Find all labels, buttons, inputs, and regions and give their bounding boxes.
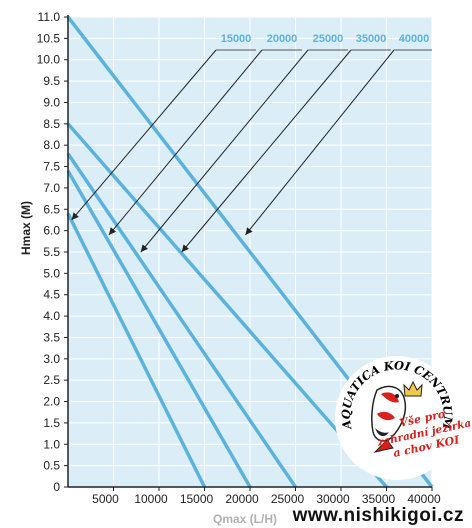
y-tick-label: 7.5 bbox=[43, 160, 60, 174]
y-axis-title: Hmax (M) bbox=[19, 201, 33, 255]
axes bbox=[64, 15, 433, 491]
website-url: www.nishikigoi.cz bbox=[292, 505, 464, 526]
x-tick-label: 35000 bbox=[362, 492, 396, 506]
y-tick-label: 1.0 bbox=[43, 437, 60, 451]
y-tick-label: 5.0 bbox=[43, 266, 60, 280]
y-tick-label: 3.0 bbox=[43, 352, 60, 366]
y-tick-label: 6.5 bbox=[43, 202, 60, 216]
x-tick-label: 15000 bbox=[180, 492, 214, 506]
y-tick-label: 1.5 bbox=[43, 416, 60, 430]
series-label-25000: 25000 bbox=[313, 33, 344, 45]
crown-icon bbox=[403, 380, 423, 397]
leader-arrow-line bbox=[108, 49, 263, 236]
y-tick-label: 5.5 bbox=[43, 245, 60, 259]
y-tick-label: 0.5 bbox=[43, 459, 60, 473]
y-tick-label: 8.5 bbox=[43, 117, 60, 131]
x-tick-label: 10000 bbox=[134, 492, 168, 506]
leader-arrow-line bbox=[245, 49, 395, 236]
leader-arrow-line bbox=[140, 49, 309, 253]
series-line-15000 bbox=[66, 212, 207, 488]
series-line-25000 bbox=[66, 152, 297, 488]
series-line-20000 bbox=[66, 169, 252, 488]
leader-arrow-head bbox=[71, 212, 79, 220]
y-tick-label: 9.5 bbox=[43, 74, 60, 88]
leader-arrow-line bbox=[71, 49, 217, 221]
series-line-35000 bbox=[66, 122, 388, 489]
y-tick-label: 8.0 bbox=[43, 138, 60, 152]
y-tick-label: 10.5 bbox=[37, 31, 61, 45]
y-tick-label: 4.0 bbox=[43, 309, 60, 323]
leader-arrow-head bbox=[245, 227, 253, 235]
x-tick-label: 25000 bbox=[271, 492, 305, 506]
y-tick-label: 9.0 bbox=[43, 95, 60, 109]
aquatica-logo: AQUATICA KOI CENTRUM Vše pro zahradní je… bbox=[335, 356, 472, 480]
leader-arrow-line bbox=[181, 49, 352, 253]
tick-labels: 0 0.5 1.0 1.5 2.0 2.5 3.0 3.5 4.0 4.5 5.0 5.5 6.0 6.5… bbox=[37, 10, 441, 506]
y-tick-label: 11.0 bbox=[38, 10, 61, 24]
y-tick-label: 0 bbox=[53, 480, 60, 494]
series-label-15000: 15000 bbox=[221, 33, 252, 45]
y-tick-label: 4.5 bbox=[43, 288, 60, 302]
y-tick-label: 10.0 bbox=[37, 53, 61, 67]
y-tick-label: 7.0 bbox=[43, 181, 60, 195]
y-tick-label: 6.0 bbox=[43, 224, 60, 238]
series-label-20000: 20000 bbox=[267, 33, 298, 45]
x-tick-label: 20000 bbox=[225, 492, 259, 506]
leader-arrow-head bbox=[108, 227, 117, 235]
leader-arrow-head bbox=[181, 244, 189, 252]
series-legend: 15000 20000 25000 35000 40000 bbox=[71, 33, 432, 253]
x-tick-label: 5000 bbox=[92, 492, 119, 506]
x-tick-label: 40000 bbox=[407, 492, 441, 506]
x-tick-label: 30000 bbox=[316, 492, 350, 506]
series-label-40000: 40000 bbox=[399, 33, 430, 45]
x-axis-title: Qmax (L/H) bbox=[213, 512, 277, 526]
koi-fish-icon bbox=[371, 385, 407, 453]
leader-arrow-head bbox=[140, 244, 148, 252]
y-tick-label: 3.5 bbox=[43, 330, 60, 344]
y-tick-label: 2.0 bbox=[43, 395, 60, 409]
y-tick-label: 2.5 bbox=[43, 373, 60, 387]
series-label-35000: 35000 bbox=[356, 33, 387, 45]
